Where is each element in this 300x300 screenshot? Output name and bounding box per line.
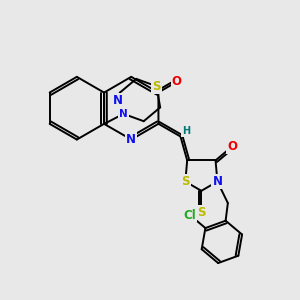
Text: S: S — [181, 175, 190, 188]
Text: O: O — [227, 140, 237, 153]
Text: N: N — [212, 175, 222, 188]
Text: N: N — [112, 94, 123, 107]
Text: H: H — [182, 126, 190, 136]
Text: S: S — [197, 206, 206, 219]
Text: O: O — [172, 76, 182, 88]
Text: N: N — [119, 109, 128, 119]
Text: S: S — [152, 80, 161, 93]
Text: N: N — [126, 133, 136, 146]
Text: Cl: Cl — [184, 208, 196, 221]
